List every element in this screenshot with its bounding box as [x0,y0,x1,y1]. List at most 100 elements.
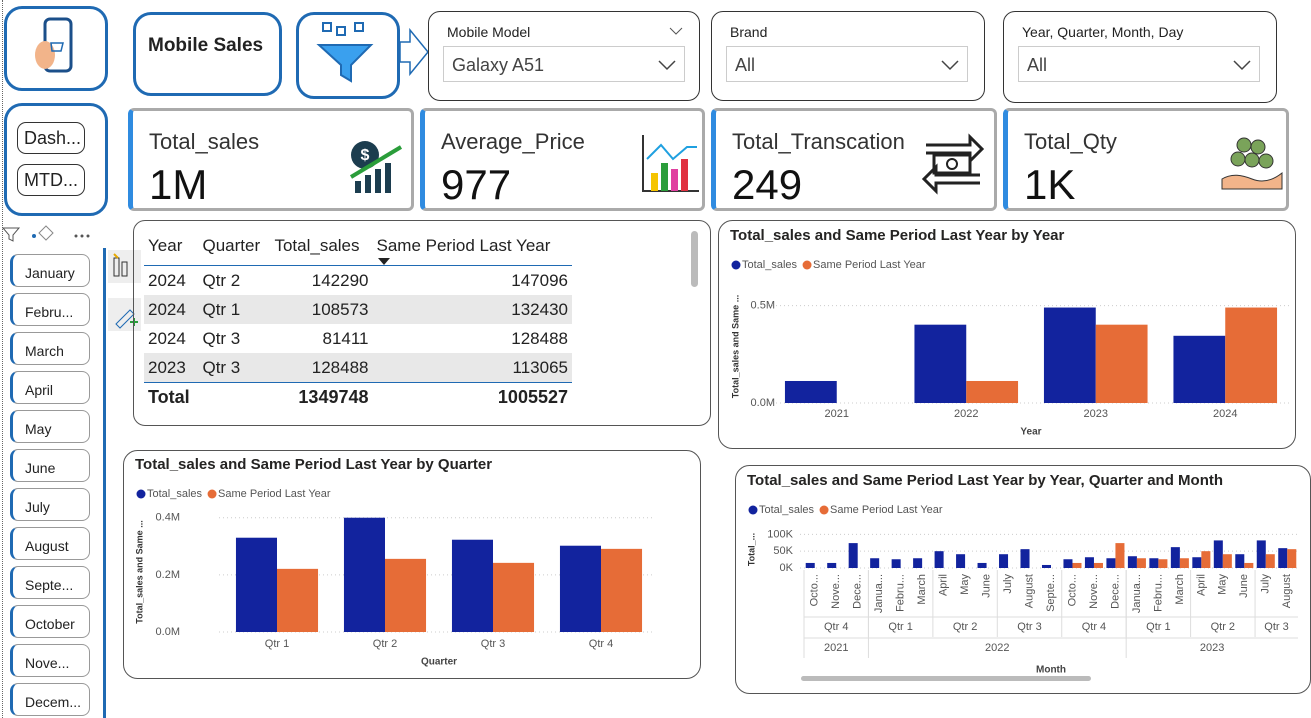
month-button[interactable]: Decem... [10,683,90,716]
table-cell: Qtr 3 [202,357,241,377]
scrollbar[interactable] [801,676,1091,681]
bar [1149,558,1159,568]
chart-month: Total_sales and Same Period Last Year by… [735,465,1311,694]
table-cell: 128488 [511,328,568,348]
x-tick-label: April [938,574,950,596]
month-button[interactable]: Febru... [10,293,90,326]
table-cell: 81411 [322,328,369,348]
table-cell: Qtr 2 [202,270,241,290]
x-tick-label: August [1023,574,1035,608]
year-label: 2023 [1200,642,1224,654]
column-header: Year [148,236,183,255]
bar [1020,549,1030,568]
nav-button[interactable]: Dash... [17,122,85,154]
bar [1235,554,1245,568]
bar [1043,307,1096,403]
bar [1158,559,1168,568]
kpi-label: Total_Qty [1024,129,1117,154]
x-tick-label: Qtr 1 [265,638,289,650]
table-visual: Year Quarter Total_sales Same Period Last Y… [133,220,711,426]
filter-dropdown[interactable]: All [726,46,968,82]
bar [277,568,319,632]
x-tick-label: Octo... [809,574,821,606]
bar [451,539,493,632]
x-tick-label: May [1217,574,1229,595]
kpi-value: 977 [441,161,512,208]
kpi-label: Total_sales [149,129,260,154]
quarter-label: Qtr 3 [1264,621,1288,633]
total-cell: 1005527 [497,387,568,407]
month-button[interactable]: Nove... [10,644,90,677]
month-button[interactable]: June [10,449,90,482]
exchange-icon [921,133,985,195]
y-tick-label: 0.0M [156,626,180,638]
bar [1213,540,1223,568]
filter-dropdown[interactable]: Galaxy A51 [443,46,685,82]
bar [914,324,967,403]
x-tick-label: Nove... [1088,574,1100,609]
filter-dropdown[interactable]: All [1018,46,1260,82]
bar [1179,558,1189,568]
legend-marker [748,505,758,515]
dashboard-title: Mobile Sales [133,12,282,96]
bar [1278,548,1288,568]
bar [1256,540,1266,568]
month-button[interactable]: April [10,371,90,404]
table-cell: 128488 [311,357,369,377]
x-tick-label: May [959,574,971,595]
month-button[interactable]: Septe... [10,566,90,599]
filter-label: Mobile Model [447,24,531,40]
coins-icon [1221,137,1283,190]
bar [1127,556,1137,568]
month-button[interactable]: January [10,254,90,287]
legend-marker [731,260,741,270]
kpi-card: Total_Transcation 249 [711,108,997,211]
chevron [1233,60,1251,71]
kpi-value: 1M [149,161,208,208]
logo-box [4,6,108,91]
bar [343,517,385,632]
x-tick-label: 2021 [825,408,849,420]
x-tick-label: Qtr 4 [589,638,613,650]
bar [559,545,601,632]
table-cell: 108573 [311,299,369,319]
x-tick-label: Octo... [1066,574,1078,606]
filter-value: All [1027,55,1048,75]
filter-card[interactable]: Mobile Model Galaxy A51 [428,11,700,101]
legend-marker [802,260,812,270]
bar [977,562,987,568]
legend-label: Same Period Last Year [218,488,331,500]
bar [1063,559,1073,568]
month-button[interactable]: July [10,488,90,521]
filter-card[interactable]: Brand All [711,11,985,101]
month-button[interactable]: May [10,410,90,443]
bar [891,559,901,568]
quarter-label: Qtr 4 [1082,621,1106,633]
chart-title: Total_sales and Same Period Last Year by… [135,456,492,473]
table-row: 2023 Qtr 3 128488 113065 [144,353,572,383]
chevron [658,60,676,71]
legend-label: Same Period Last Year [830,504,943,516]
month-button[interactable]: March [10,332,90,365]
y-tick-label: 0.4M [156,512,180,524]
bar [966,380,1019,403]
x-tick-label: Janua... [1131,574,1143,613]
x-tick-label: Dece... [1109,574,1121,609]
scrollbar[interactable] [691,231,698,287]
month-button[interactable]: August [10,527,90,560]
quarter-label: Qtr 1 [888,621,912,633]
month-button[interactable]: October [10,605,90,638]
x-tick-label: 2024 [1213,408,1237,420]
bar [1265,554,1275,568]
y-tick-label: 50K [773,545,793,557]
chart-quarter: Total_sales and Same Period Last Year by… [123,450,701,679]
bar [1095,324,1148,403]
x-axis-label: Quarter [421,657,457,668]
filter-card[interactable]: Year, Quarter, Month, Day All [1003,11,1277,103]
chart-title: Total_sales and Same Period Last Year by… [730,227,1065,244]
legend-label: Total_sales [147,488,203,500]
x-tick-label: July [1002,574,1014,594]
nav-button[interactable]: MTD... [17,164,85,196]
bar [913,558,923,568]
